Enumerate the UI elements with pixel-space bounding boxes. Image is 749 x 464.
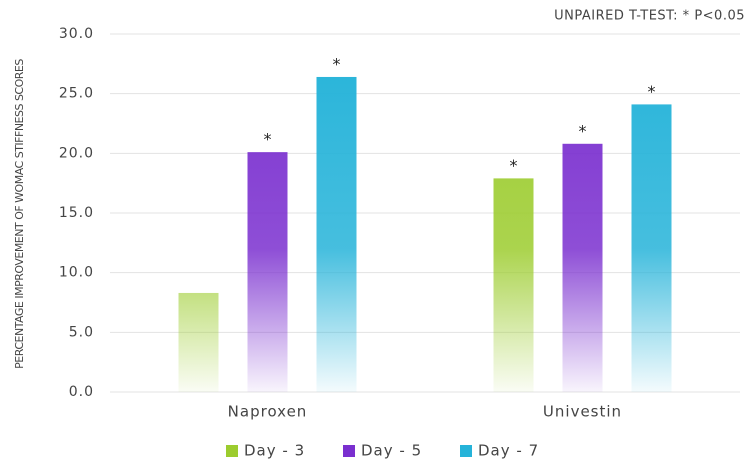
significance-marker: * xyxy=(510,156,518,175)
legend-label: Day - 7 xyxy=(478,442,539,460)
significance-marker: * xyxy=(648,82,656,101)
y-tick-label: 0.0 xyxy=(69,384,94,400)
significance-marker: * xyxy=(579,121,587,140)
bar xyxy=(316,76,357,393)
bar xyxy=(178,292,219,392)
y-tick-label: 20.0 xyxy=(59,145,94,161)
x-tick-label: Univestin xyxy=(543,403,622,421)
legend-swatch xyxy=(460,445,472,457)
bar xyxy=(562,143,603,392)
y-tick-label: 10.0 xyxy=(59,265,94,281)
bar xyxy=(631,104,672,392)
bar xyxy=(247,152,288,392)
y-tick-label: 30.0 xyxy=(59,26,94,42)
y-axis-label: PERCENTAGE IMPROVEMENT OF WOMAC STIFFNES… xyxy=(13,59,26,369)
legend-swatch xyxy=(226,445,238,457)
legend-swatch xyxy=(343,445,355,457)
annotation: UNPAIRED T-TEST: * P<0.05 xyxy=(554,9,745,24)
bar xyxy=(493,178,534,392)
legend-label: Day - 5 xyxy=(361,442,422,460)
y-tick-label: 5.0 xyxy=(69,324,94,340)
legend-label: Day - 3 xyxy=(244,442,305,460)
significance-marker: * xyxy=(264,130,272,149)
significance-marker: * xyxy=(333,54,341,73)
y-tick-label: 25.0 xyxy=(59,86,94,102)
x-tick-label: Naproxen xyxy=(228,403,308,421)
y-tick-label: 15.0 xyxy=(59,205,94,221)
